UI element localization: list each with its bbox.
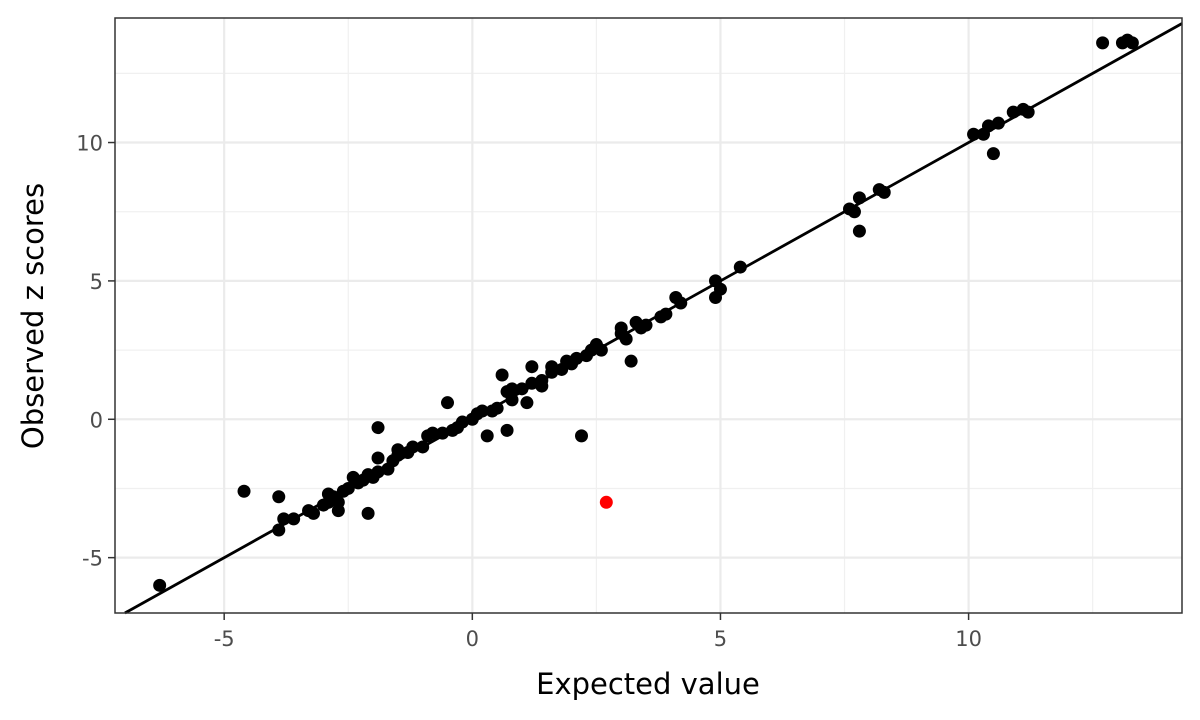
data-point <box>277 512 291 526</box>
data-point <box>1021 105 1035 119</box>
data-point <box>674 296 688 310</box>
data-point <box>237 484 251 498</box>
data-point <box>570 351 584 365</box>
y-tick-label: -5 <box>82 547 103 571</box>
data-point <box>406 440 420 454</box>
data-point <box>153 578 167 592</box>
data-point <box>545 360 559 374</box>
data-point <box>500 423 514 437</box>
data-point <box>594 343 608 357</box>
y-tick-label: 5 <box>90 270 103 294</box>
data-point <box>713 282 727 296</box>
data-point <box>852 224 866 238</box>
data-point <box>371 421 385 435</box>
data-point <box>639 318 653 332</box>
data-point <box>361 506 375 520</box>
data-point <box>525 376 539 390</box>
data-point <box>505 382 519 396</box>
data-point <box>1006 105 1020 119</box>
data-point <box>505 393 519 407</box>
data-point <box>525 360 539 374</box>
data-point <box>371 451 385 465</box>
data-point <box>287 512 301 526</box>
data-point <box>535 379 549 393</box>
major-gridlines <box>115 18 1182 613</box>
data-point <box>877 185 891 199</box>
reference-line <box>124 22 1183 615</box>
data-point <box>416 440 430 454</box>
points-layer <box>153 33 1139 592</box>
data-point <box>341 481 355 495</box>
minor-gridlines <box>115 18 1182 613</box>
data-point <box>307 506 321 520</box>
data-point <box>614 321 628 335</box>
data-point <box>575 429 589 443</box>
y-tick-label: 0 <box>90 408 103 432</box>
data-point <box>455 415 469 429</box>
data-point <box>490 401 504 415</box>
data-point <box>495 368 509 382</box>
reference-line-layer <box>124 22 1183 615</box>
y-tick-label: 10 <box>76 132 103 156</box>
x-tick-label: 10 <box>955 627 982 651</box>
data-point <box>371 465 385 479</box>
data-point <box>986 147 1000 161</box>
data-point <box>331 504 345 518</box>
x-axis-title: Expected value <box>536 667 760 701</box>
data-point <box>391 448 405 462</box>
data-point <box>441 396 455 410</box>
y-axis-title: Observed z scores <box>16 183 50 449</box>
data-point <box>659 307 673 321</box>
data-point <box>426 426 440 440</box>
data-point <box>852 191 866 205</box>
data-point <box>981 119 995 133</box>
data-point <box>991 116 1005 130</box>
data-point <box>624 354 638 368</box>
data-point <box>1125 36 1139 50</box>
plot-panel-border <box>114 17 1183 614</box>
data-point <box>847 205 861 219</box>
x-tick-label: 0 <box>466 627 479 651</box>
data-point <box>619 332 633 346</box>
data-point <box>272 490 286 504</box>
data-point <box>733 260 747 274</box>
highlighted-data-point <box>599 495 613 509</box>
data-point <box>475 404 489 418</box>
data-point <box>515 382 529 396</box>
x-tick-label: 5 <box>714 627 727 651</box>
data-point <box>480 429 494 443</box>
data-point <box>1096 36 1110 50</box>
y-axis-ticks: -5 0 5 10 <box>76 132 115 571</box>
x-tick-label: -5 <box>214 627 235 651</box>
data-point <box>272 523 286 537</box>
highlight-points-layer <box>599 495 613 509</box>
data-point <box>436 426 450 440</box>
x-axis-ticks: -5 0 5 10 <box>214 613 982 651</box>
data-point <box>967 127 981 141</box>
data-point <box>520 396 534 410</box>
